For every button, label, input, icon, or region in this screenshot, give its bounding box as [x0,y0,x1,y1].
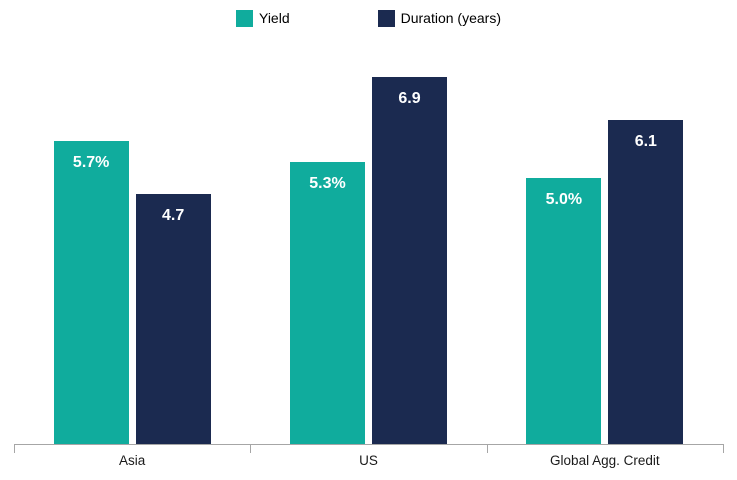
legend-label-duration: Duration (years) [400,10,501,26]
bar-value-label: 5.3% [309,175,346,193]
chart-legend: Yield Duration (years) [0,10,737,27]
bar-yield-global-agg-credit: 5.0% [526,178,602,444]
x-axis-tick [14,444,15,453]
bar-value-label: 5.7% [72,153,110,171]
bar-value-label: 6.9 [398,90,421,108]
bar-value-label: 6.1 [634,132,657,150]
bar-duration-years-asia: 4.7 [135,194,211,444]
x-axis-tick [486,444,488,453]
legend-label-yield: Yield [259,10,290,26]
category-label-global-agg-credit: Global Agg. Credit [550,453,660,468]
bar-yield-asia: 5.7% [53,140,129,444]
x-axis-tick [250,444,252,453]
bar-duration-years-global-agg-credit: 6.1 [608,119,684,444]
bar-yield-us: 5.3% [290,162,365,444]
bar-value-label: 4.7 [162,207,185,225]
category-label-asia: Asia [119,453,146,468]
bar-value-label: 5.0% [545,191,583,209]
plot-area: 5.7% 4.7 Asia 5.3% 6.9 US 5.0% 6.1 Global Agg. C… [14,0,724,468]
x-axis-line [14,444,723,445]
legend-item-duration: Duration (years) [377,10,501,27]
legend-item-yield: Yield [236,10,290,27]
yield-color-swatch-icon [236,10,253,27]
bar-duration-years-us: 6.9 [372,77,447,444]
duration-color-swatch-icon [377,10,395,27]
category-label-us: US [359,453,378,468]
x-axis-tick [723,444,724,453]
